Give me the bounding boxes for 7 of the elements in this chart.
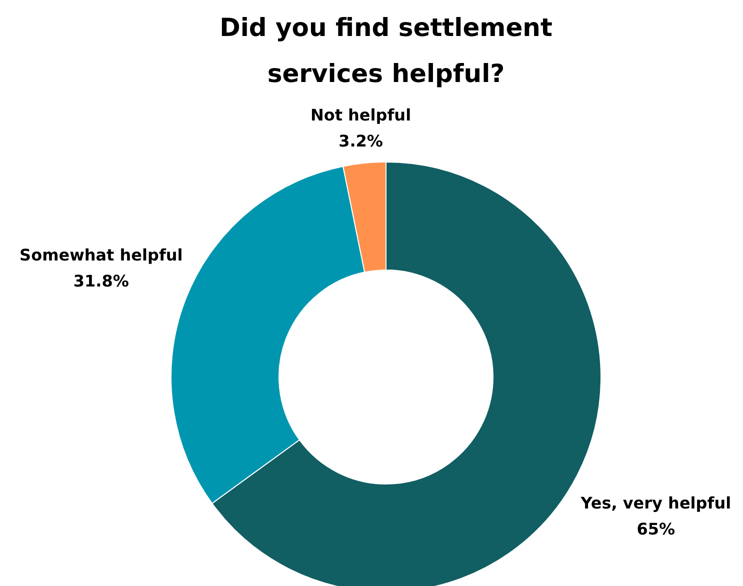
chart-title: Did you find settlement services helpful?	[220, 13, 552, 88]
slice-label: Somewhat helpful	[20, 245, 183, 264]
data-label: 65%	[636, 520, 676, 539]
data-label: 31.8%	[73, 271, 129, 290]
slice-label: Not helpful	[310, 106, 412, 125]
data-label: 3.2%	[338, 132, 383, 151]
slice-label: Yes, very helpful	[580, 494, 732, 513]
